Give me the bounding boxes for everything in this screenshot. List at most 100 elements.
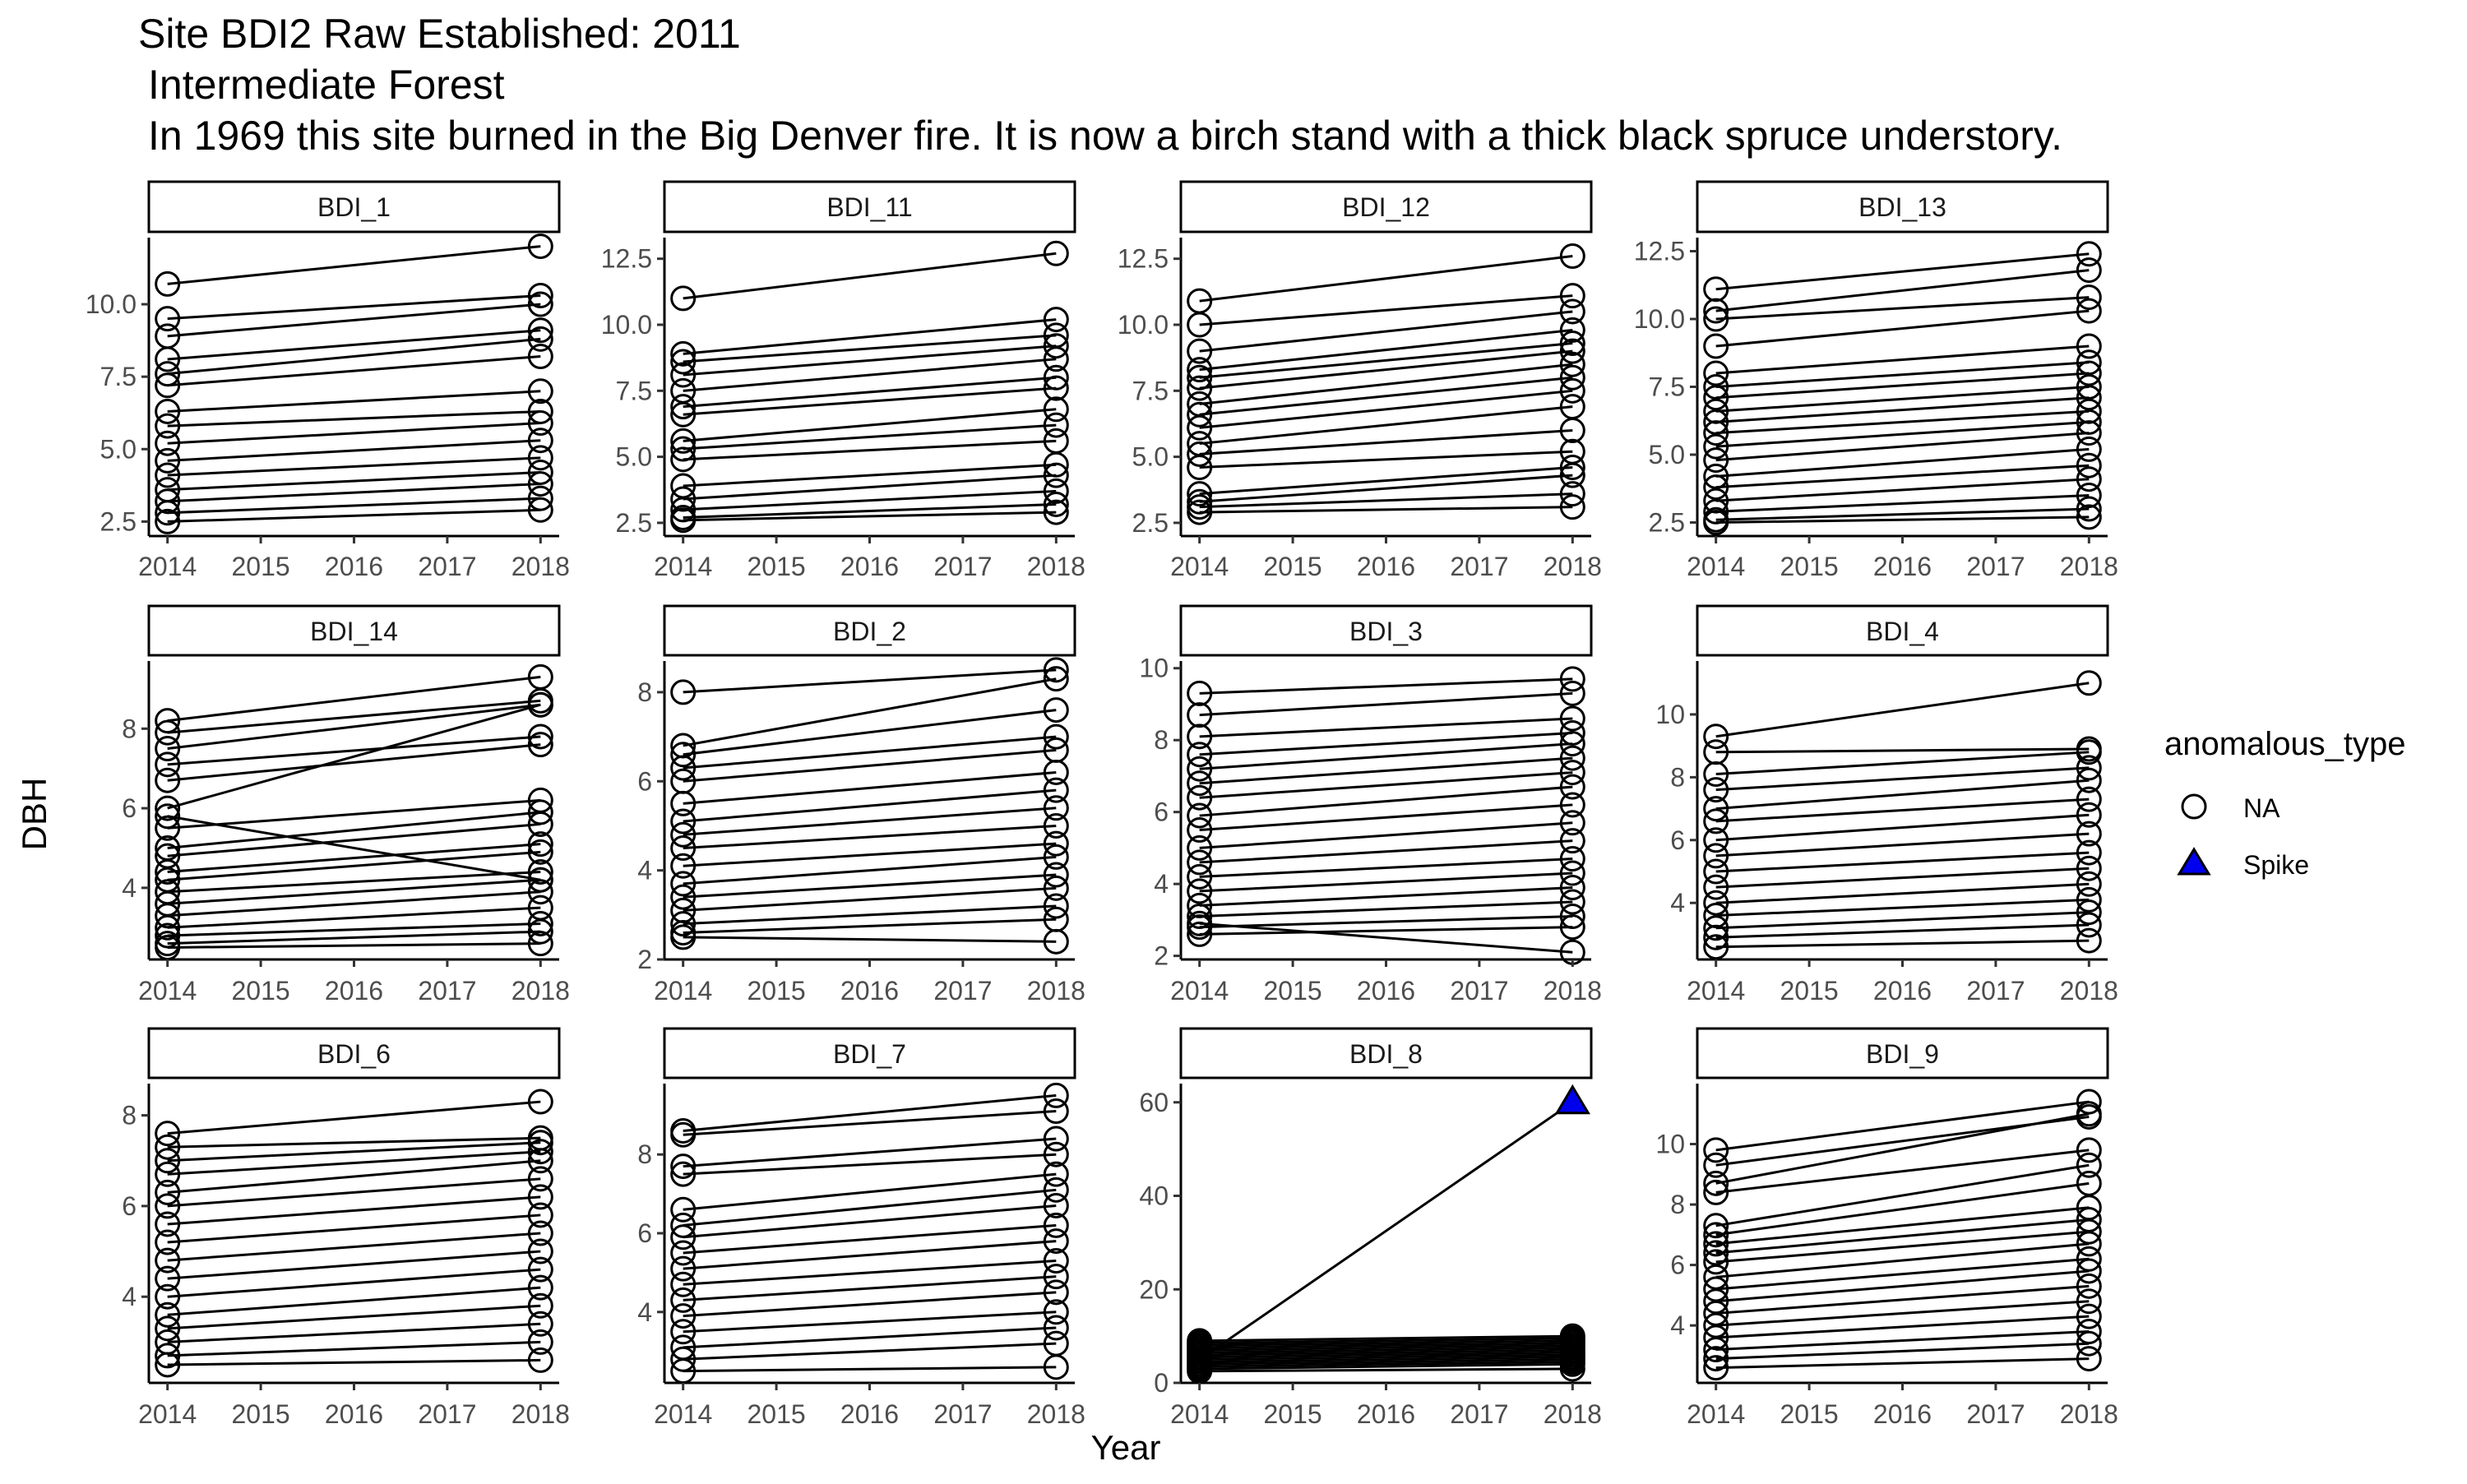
na-point (155, 1148, 181, 1174)
y-tick-label: 7.5 (1132, 376, 1169, 405)
na-point (1043, 1315, 1069, 1341)
tree-line (683, 1275, 1057, 1301)
tree-line (683, 1311, 1057, 1334)
na-point (1043, 491, 1069, 517)
na-point (670, 1153, 697, 1180)
tree-line (683, 677, 1057, 747)
tree-line (683, 770, 1057, 805)
na-point (1703, 498, 1729, 525)
na-point (2076, 886, 2102, 913)
tree-line (167, 508, 541, 523)
y-tick-label: 4 (637, 1297, 652, 1327)
na-point (1043, 1141, 1069, 1167)
panel-bdi_6: BDI_6 4 6 8 2014 2015 2016 2017 2018 (122, 1027, 570, 1429)
y-tick-label: 2.5 (1649, 508, 1685, 538)
tree-line (683, 408, 1057, 442)
tree-line (1199, 858, 1573, 878)
tree-line (167, 1150, 541, 1176)
tree-line (167, 871, 541, 894)
tree-line (167, 906, 541, 929)
panel-strip-label: BDI_12 (1342, 192, 1430, 222)
na-point (1187, 312, 1213, 338)
na-point (1043, 499, 1069, 525)
na-point (1703, 1222, 1729, 1248)
panel-strip (147, 604, 561, 657)
na-point (527, 1238, 553, 1264)
series-group (1187, 243, 1585, 525)
na-point (2076, 1218, 2102, 1245)
tree-line (1715, 269, 2090, 312)
tree-line (1715, 939, 2090, 949)
na-point (2076, 755, 2102, 781)
na-point (2076, 1303, 2102, 1329)
na-point (1559, 494, 1585, 520)
panel-strip-label: BDI_9 (1866, 1039, 1939, 1069)
y-tick-label: 8 (122, 1101, 137, 1130)
x-tick-label: 2016 (325, 552, 383, 581)
tree-line (1199, 1339, 1573, 1347)
panel-bdi_3: BDI_3 2 4 6 8 10 2014 2015 2016 2017 2018 (1139, 604, 1602, 1006)
x-tick-label: 2014 (1170, 1399, 1229, 1429)
na-point (1043, 307, 1069, 333)
y-tick-label: 4 (122, 873, 137, 903)
na-point (1187, 702, 1213, 728)
panel-strip-label: BDI_3 (1349, 617, 1423, 646)
na-point (2076, 1273, 2102, 1299)
y-tick-label: 6 (1670, 1251, 1685, 1280)
x-tick-label: 2016 (325, 976, 383, 1006)
tree-line (1715, 779, 2090, 811)
na-point (2076, 284, 2102, 311)
na-point (155, 508, 181, 534)
na-point (155, 1343, 181, 1369)
panel-strip (663, 1027, 1076, 1079)
na-point (527, 839, 553, 865)
tree-line (1715, 1329, 2090, 1352)
tree-line (1199, 405, 1573, 446)
tree-line (1199, 1356, 1573, 1363)
na-point (1703, 360, 1729, 386)
tree-line (1199, 363, 1573, 405)
tree-line (683, 1260, 1057, 1286)
na-point (1559, 846, 1585, 872)
panel-strip (663, 180, 1076, 233)
na-point (1187, 863, 1213, 890)
na-point (1043, 462, 1069, 488)
tree-line (167, 843, 541, 874)
tree-line (1715, 751, 2090, 776)
na-point (1703, 1337, 1729, 1363)
tree-line (167, 456, 541, 477)
na-point (670, 1255, 697, 1282)
na-point (1043, 928, 1069, 955)
tree-line (683, 788, 1057, 823)
x-tick-label: 2014 (138, 552, 197, 581)
tree-line (683, 252, 1057, 300)
tree-line (1199, 1358, 1573, 1366)
panel-bdi_14: BDI_14 4 6 8 2014 2015 2016 2017 2018 (122, 604, 570, 1006)
tree-line (1715, 682, 2090, 738)
y-tick-label: 10.0 (601, 310, 652, 340)
tree-line (683, 842, 1057, 867)
na-point (2076, 360, 2102, 386)
tree-line (1199, 922, 1573, 954)
tree-line (683, 1240, 1057, 1270)
na-point (1703, 1355, 1729, 1381)
x-tick-label: 2014 (1687, 1399, 1745, 1429)
x-tick-label: 2018 (511, 1399, 570, 1429)
tree-line (167, 699, 541, 734)
na-point (1559, 680, 1585, 706)
na-point (527, 811, 553, 837)
na-point (1559, 705, 1585, 732)
tree-line (1715, 747, 2090, 754)
y-tick-label: 2.5 (616, 508, 652, 538)
tree-line (167, 439, 541, 462)
na-point (670, 853, 697, 879)
series-group (1187, 1084, 1590, 1385)
tree-line (167, 1268, 541, 1298)
na-point (527, 831, 553, 858)
panel-bdi_8: BDI_8 0 20 40 60 2014 2015 2016 2017 2018 (1139, 1027, 1602, 1429)
tree-line (683, 474, 1057, 501)
tree-line (1199, 1353, 1573, 1361)
na-point (1559, 760, 1585, 786)
